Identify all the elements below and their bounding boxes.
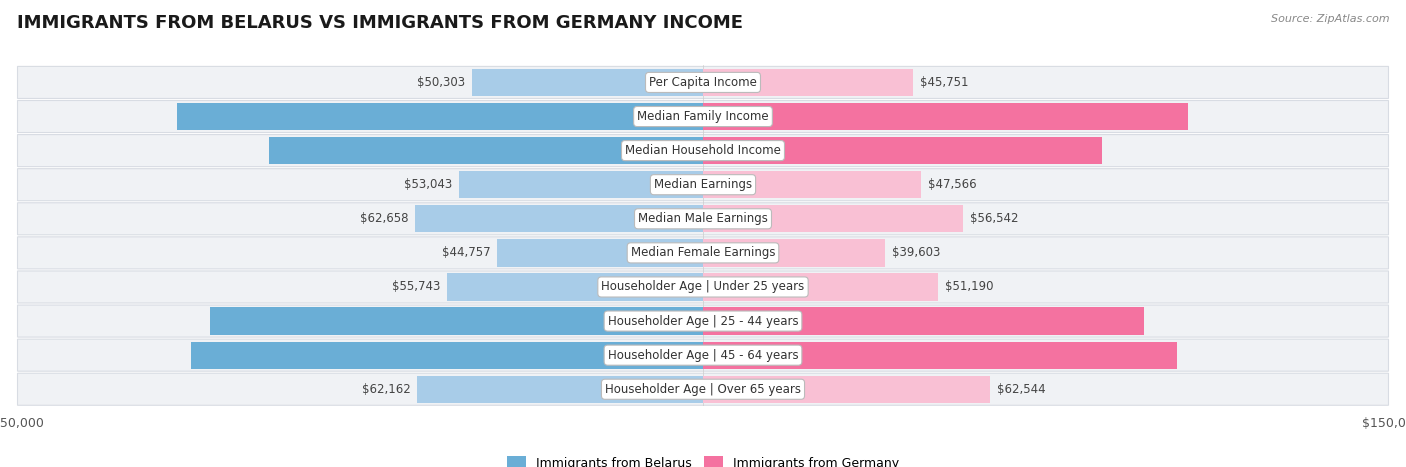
Text: $44,757: $44,757	[441, 247, 491, 259]
Text: $114,586: $114,586	[689, 110, 751, 123]
Bar	[177, 103, 703, 130]
Text: $107,393: $107,393	[689, 315, 751, 327]
Text: Median Family Income: Median Family Income	[637, 110, 769, 123]
FancyBboxPatch shape	[17, 100, 1389, 133]
Bar	[472, 69, 703, 96]
Bar	[209, 307, 703, 335]
Text: Householder Age | 45 - 64 years: Householder Age | 45 - 64 years	[607, 349, 799, 361]
Bar	[498, 239, 703, 267]
Bar	[703, 341, 1177, 369]
FancyBboxPatch shape	[17, 373, 1389, 405]
Text: Householder Age | Under 25 years: Householder Age | Under 25 years	[602, 281, 804, 293]
Text: $56,542: $56,542	[970, 212, 1018, 225]
Bar	[703, 239, 884, 267]
Text: Householder Age | 25 - 44 years: Householder Age | 25 - 44 years	[607, 315, 799, 327]
Bar	[703, 137, 1101, 164]
Text: Median Female Earnings: Median Female Earnings	[631, 247, 775, 259]
Bar	[447, 273, 703, 301]
Text: $55,743: $55,743	[392, 281, 440, 293]
Bar	[703, 205, 963, 233]
Text: $53,043: $53,043	[405, 178, 453, 191]
FancyBboxPatch shape	[17, 134, 1389, 167]
Text: $62,658: $62,658	[360, 212, 408, 225]
Text: $94,399: $94,399	[689, 144, 744, 157]
Text: Per Capita Income: Per Capita Income	[650, 76, 756, 89]
Text: $105,507: $105,507	[655, 110, 717, 123]
Bar	[703, 307, 1143, 335]
Text: $62,162: $62,162	[361, 383, 411, 396]
Text: $103,282: $103,282	[655, 349, 717, 361]
Text: $51,190: $51,190	[945, 281, 994, 293]
Text: $95,913: $95,913	[664, 315, 717, 327]
Bar	[418, 375, 703, 403]
Text: $39,603: $39,603	[891, 247, 941, 259]
FancyBboxPatch shape	[17, 339, 1389, 371]
Bar	[415, 205, 703, 233]
Legend: Immigrants from Belarus, Immigrants from Germany: Immigrants from Belarus, Immigrants from…	[502, 452, 904, 467]
FancyBboxPatch shape	[17, 169, 1389, 201]
Text: IMMIGRANTS FROM BELARUS VS IMMIGRANTS FROM GERMANY INCOME: IMMIGRANTS FROM BELARUS VS IMMIGRANTS FR…	[17, 14, 742, 32]
Bar	[703, 103, 1188, 130]
Text: $111,430: $111,430	[689, 349, 751, 361]
Text: $62,544: $62,544	[997, 383, 1046, 396]
Bar	[703, 375, 990, 403]
Text: Householder Age | Over 65 years: Householder Age | Over 65 years	[605, 383, 801, 396]
Text: $45,751: $45,751	[920, 76, 969, 89]
FancyBboxPatch shape	[17, 237, 1389, 269]
Bar	[460, 171, 703, 198]
Text: $50,303: $50,303	[418, 76, 465, 89]
Text: Median Household Income: Median Household Income	[626, 144, 780, 157]
Text: Median Male Earnings: Median Male Earnings	[638, 212, 768, 225]
Bar	[703, 69, 912, 96]
Bar	[703, 273, 938, 301]
FancyBboxPatch shape	[17, 66, 1389, 99]
Bar	[191, 341, 703, 369]
Text: Source: ZipAtlas.com: Source: ZipAtlas.com	[1271, 14, 1389, 24]
Text: $86,764: $86,764	[662, 144, 717, 157]
FancyBboxPatch shape	[17, 305, 1389, 337]
Text: $47,566: $47,566	[928, 178, 977, 191]
FancyBboxPatch shape	[17, 271, 1389, 303]
FancyBboxPatch shape	[17, 203, 1389, 235]
Bar	[270, 137, 703, 164]
Bar	[703, 171, 921, 198]
Text: Median Earnings: Median Earnings	[654, 178, 752, 191]
